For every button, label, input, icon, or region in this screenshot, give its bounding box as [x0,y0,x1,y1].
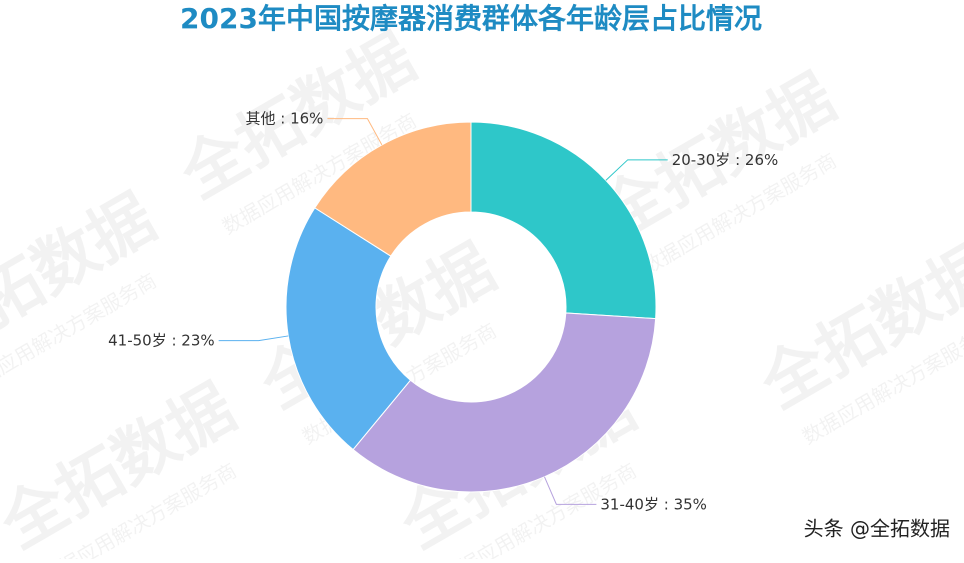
data-label: 20-30岁 : 26% [672,150,779,168]
data-label: 31-40岁 : 35% [600,495,707,513]
label-separator: : [659,495,674,513]
category-name: 31-40岁 [600,495,659,513]
data-label: 其他 : 16% [245,109,323,127]
category-name: 41-50岁 [108,331,167,349]
value-label: 23% [181,331,214,349]
leader-line [544,476,597,505]
category-name: 其他 [245,109,275,127]
label-separator: : [275,109,290,127]
leader-line [218,335,289,342]
leader-line [605,159,668,181]
slice [285,207,412,451]
label-separator: : [730,150,745,168]
slice [470,121,657,320]
value-label: 35% [674,495,707,513]
label-separator: : [167,331,182,349]
value-label: 16% [290,109,323,127]
data-label: 41-50岁 : 23% [108,331,215,349]
footer: 头条 @全拓数据 [804,517,950,541]
chart-title: 2023年中国按摩器消费群体各年龄层占比情况 [180,2,762,35]
leader-line [327,118,383,146]
value-label: 26% [745,150,778,168]
slice [352,312,657,493]
slice [314,121,472,257]
category-name: 20-30岁 [672,150,731,168]
